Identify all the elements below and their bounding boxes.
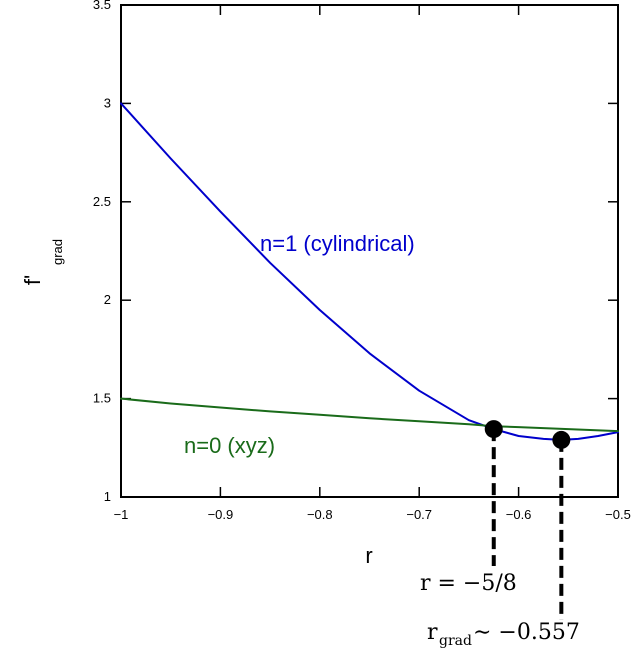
x-tick-label: −0.8 (307, 507, 333, 522)
marker-label-r-5-8: r = −5/8 (420, 571, 517, 596)
y-axis-label: f' grad (20, 239, 65, 285)
x-tick-label: −0.9 (208, 507, 234, 522)
axis-ticks (120, 4, 619, 498)
series-label-cylindrical: n=1 (cylindrical) (260, 231, 415, 256)
marker-label-rgrad-sub: grad (439, 633, 472, 649)
series-lines (120, 102, 619, 441)
marker-label-rgrad-value: ∼ −0.557 (473, 620, 580, 645)
x-tick-label: −0.5 (605, 507, 631, 522)
series-line-xyz (120, 397, 619, 433)
x-tick-label: −1 (114, 507, 129, 522)
series-line-cylindrical (120, 102, 619, 441)
x-tick-label: −0.7 (406, 507, 432, 522)
y-tick-label: 3 (104, 95, 111, 110)
marker-point (484, 420, 503, 439)
x-axis-label: r (365, 543, 372, 568)
plot-frame (120, 4, 619, 498)
markers (484, 420, 571, 449)
x-tick-label: −0.6 (506, 507, 532, 522)
y-axis-label-main: f' (20, 275, 45, 285)
marker-point (552, 430, 571, 449)
y-tick-label: 3.5 (93, 0, 111, 12)
y-tick-label: 1.5 (93, 391, 111, 406)
y-tick-label: 2.5 (93, 194, 111, 209)
y-tick-label: 2 (104, 292, 111, 307)
marker-label-rgrad: r grad ∼ −0.557 (427, 620, 580, 649)
y-tick-label: 1 (104, 489, 111, 504)
axis-tick-labels: −1 −0.9 −0.8 −0.7 −0.6 −0.5 1 1.5 2 2.5 3 3.5 (93, 0, 631, 522)
series-label-xyz: n=0 (xyz) (184, 433, 275, 458)
y-axis-label-sub: grad (50, 239, 65, 265)
marker-label-rgrad-r: r (427, 620, 438, 645)
marker-guide-lines (491, 429, 564, 620)
